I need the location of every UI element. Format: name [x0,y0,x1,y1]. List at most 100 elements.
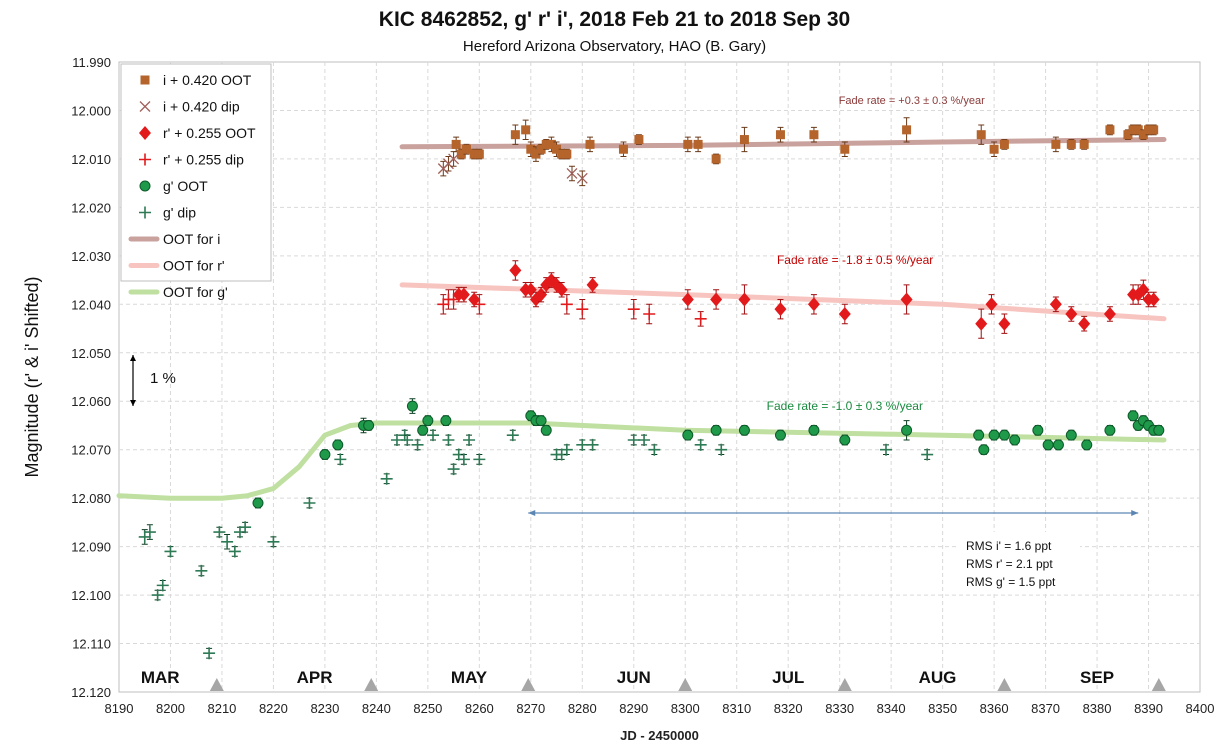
marker [1051,139,1061,149]
data-point [988,429,1000,441]
legend-item [139,206,151,219]
x-tick-label: 8320 [774,701,803,716]
marker [546,139,556,149]
marker [1149,125,1159,135]
data-point [694,311,707,327]
marker [975,316,988,331]
marker [683,139,693,149]
x-tick-label: 8260 [465,701,494,716]
legend-swatch [139,206,151,219]
data-point [540,424,552,436]
data-point [1147,291,1160,308]
y-tick-label: 12.020 [71,200,111,215]
marker [461,144,471,154]
data-point [1051,136,1061,153]
marker [406,400,418,412]
data-point [809,126,819,143]
data-point [221,534,234,550]
data-point [1042,439,1054,451]
marker [164,545,177,558]
marker [976,130,986,140]
marker [1105,125,1115,135]
marker [448,153,460,165]
marker [648,443,661,456]
data-point [902,117,912,143]
marker [586,438,599,451]
data-point [535,286,548,303]
marker [1066,139,1076,149]
x-tick-label: 8350 [928,701,957,716]
data-point [1153,424,1165,436]
data-point [332,439,344,451]
x-tick-label: 8310 [722,701,751,716]
marker [510,130,520,140]
y-tick-label: 12.040 [71,297,111,312]
data-point [1032,424,1044,436]
y-tick-label: 12.090 [71,540,111,555]
marker [1009,434,1021,446]
y-tick-label: 12.070 [71,443,111,458]
marker [1128,125,1138,135]
marker [447,463,460,476]
data-point [555,282,568,298]
marker [989,144,999,154]
legend-swatch [139,101,151,112]
x-tick-label: 8380 [1083,701,1112,716]
marker [427,429,440,442]
marker [474,149,484,159]
marker [457,287,470,302]
data-point [1149,124,1159,136]
marker [1042,439,1054,451]
marker [1123,130,1133,140]
legend-label: r' + 0.255 OOT [163,125,256,141]
data-point [715,443,728,456]
data-point [648,443,661,456]
marker [303,497,316,509]
marker [1032,424,1044,436]
data-point [521,119,531,141]
data-point [461,143,471,155]
data-point [473,294,486,315]
marker [988,429,1000,441]
marker [694,312,707,325]
data-point [838,303,851,325]
marker [1049,297,1062,312]
legend-label: OOT for g' [163,284,228,300]
marker [138,530,151,543]
marker [738,424,750,436]
marker [808,424,820,436]
data-point [710,424,722,436]
legend-item [139,101,151,112]
marker [627,434,640,446]
marker [380,472,393,485]
month-boundary-marker [209,678,224,691]
marker [839,434,851,446]
data-point [1105,124,1115,136]
data-point [406,398,418,414]
data-point [585,136,595,153]
marker [151,589,164,602]
data-point [1081,439,1093,451]
data-point [213,526,226,539]
marker [694,438,707,451]
y-axis-title: Magnitude (r' & i' Shifted) [22,277,42,478]
marker [1138,130,1148,140]
data-point [448,151,460,167]
marker [463,434,476,446]
data-point [303,497,316,509]
marker [1104,424,1116,436]
marker [417,424,429,436]
x-tick-label: 8230 [310,701,339,716]
marker [535,287,548,302]
data-point [557,148,567,160]
data-point [541,139,551,150]
marker [1137,282,1150,297]
marker [555,282,568,297]
legend-label: g' dip [163,205,196,221]
marker [473,298,486,311]
y-tick-label: 12.110 [72,637,111,652]
x-tick-label: 8370 [1031,701,1060,716]
marker [973,429,985,441]
marker [693,139,703,149]
marker [739,135,749,145]
